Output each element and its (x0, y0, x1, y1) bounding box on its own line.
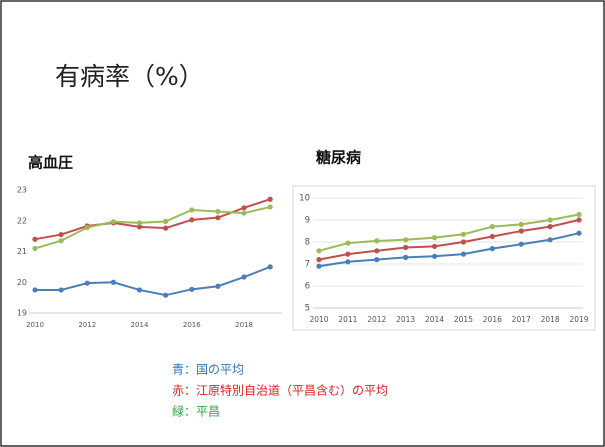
point (163, 225, 169, 231)
point (163, 292, 169, 298)
legend-note: 青：国の平均 (172, 363, 244, 377)
y-tick-label: 5 (305, 304, 310, 314)
point (316, 263, 322, 269)
point (374, 257, 380, 263)
point (241, 205, 247, 211)
x-tick-label: 2014 (131, 321, 149, 329)
y-tick-label: 23 (17, 186, 27, 195)
point (163, 218, 169, 224)
series-line (318, 232, 580, 268)
point (58, 231, 64, 238)
x-tick-label: 2015 (454, 315, 473, 324)
point (110, 219, 116, 225)
point (345, 259, 351, 265)
x-tick-label: 2019 (569, 315, 588, 324)
point (32, 236, 38, 242)
chart-title: 高血圧 (28, 154, 73, 172)
x-tick-label: 2010 (26, 321, 44, 329)
point (215, 283, 221, 289)
legend-note: 緑：平昌 (172, 404, 220, 419)
point (345, 251, 351, 257)
point (547, 224, 553, 230)
x-tick-label: 2012 (367, 315, 386, 324)
chart-frame (292, 185, 596, 331)
y-tick-label: 21 (17, 247, 27, 256)
x-tick-label: 2013 (396, 315, 415, 324)
x-tick-label: 2014 (425, 315, 444, 324)
point (576, 211, 582, 218)
point (84, 224, 90, 231)
point (189, 217, 195, 223)
point (518, 241, 524, 247)
x-tick-label: 2017 (512, 315, 531, 324)
point (58, 238, 64, 244)
point (84, 280, 90, 286)
point (489, 224, 495, 230)
point (547, 237, 553, 243)
point (267, 204, 273, 210)
point (136, 224, 143, 230)
point (460, 251, 467, 257)
point (403, 254, 409, 260)
y-tick-label: 22 (17, 216, 27, 225)
series-line (318, 219, 580, 261)
point (489, 246, 495, 252)
point (189, 207, 195, 213)
point (345, 240, 351, 246)
series-line (318, 213, 580, 252)
point (431, 253, 438, 259)
point (215, 208, 221, 215)
x-tick-label: 2010 (309, 315, 328, 324)
chart-title: 糖尿病 (316, 149, 361, 167)
x-tick-label: 2018 (541, 315, 560, 324)
series-line (35, 265, 271, 297)
legend-note: 赤：江原特別自治道（平昌含む）の平均 (172, 383, 388, 398)
point (267, 196, 273, 202)
point (374, 238, 380, 244)
y-tick-label: 6 (305, 282, 310, 292)
point (189, 286, 195, 292)
point (32, 287, 38, 293)
point (403, 237, 409, 243)
point (431, 235, 438, 241)
slide-title: 有病率（%） (55, 62, 204, 91)
point (241, 210, 247, 216)
series-line (34, 205, 271, 250)
y-tick-label: 7 (305, 260, 310, 270)
point (110, 279, 116, 285)
point (431, 243, 438, 249)
point (576, 230, 582, 236)
point (460, 239, 467, 245)
x-tick-label: 2018 (235, 321, 253, 329)
x-tick-label: 2012 (78, 321, 96, 329)
y-tick-label: 20 (17, 278, 27, 287)
point (547, 217, 553, 223)
point (489, 233, 495, 240)
point (576, 217, 582, 223)
point (215, 215, 221, 221)
point (518, 221, 524, 227)
point (58, 287, 64, 293)
point (316, 257, 322, 263)
point (316, 248, 322, 254)
point (267, 264, 273, 270)
x-tick-label: 2016 (183, 321, 201, 329)
y-tick-label: 10 (299, 194, 310, 204)
point (32, 245, 38, 252)
point (136, 287, 143, 293)
y-tick-label: 8 (305, 238, 310, 248)
x-tick-label: 2011 (338, 315, 357, 324)
point (518, 228, 524, 234)
point (374, 248, 380, 254)
y-tick-label: 9 (305, 216, 310, 226)
point (403, 244, 409, 251)
x-tick-label: 2016 (483, 315, 502, 324)
point (136, 220, 143, 226)
y-tick-label: 19 (17, 309, 27, 318)
point (460, 231, 467, 237)
point (241, 274, 247, 280)
